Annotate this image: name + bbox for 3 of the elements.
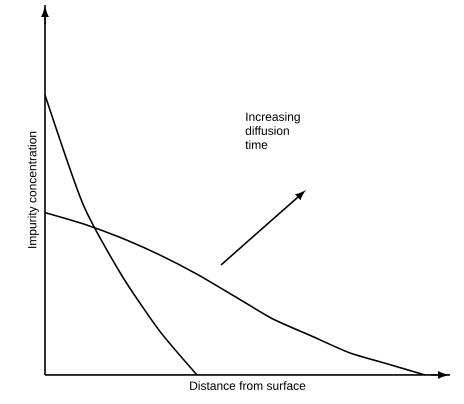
annotation: Increasing diffusion time	[245, 112, 300, 149]
y-axis-title: Impurity concentration	[28, 132, 39, 248]
x-axis-title: Distance from surface	[190, 381, 306, 390]
